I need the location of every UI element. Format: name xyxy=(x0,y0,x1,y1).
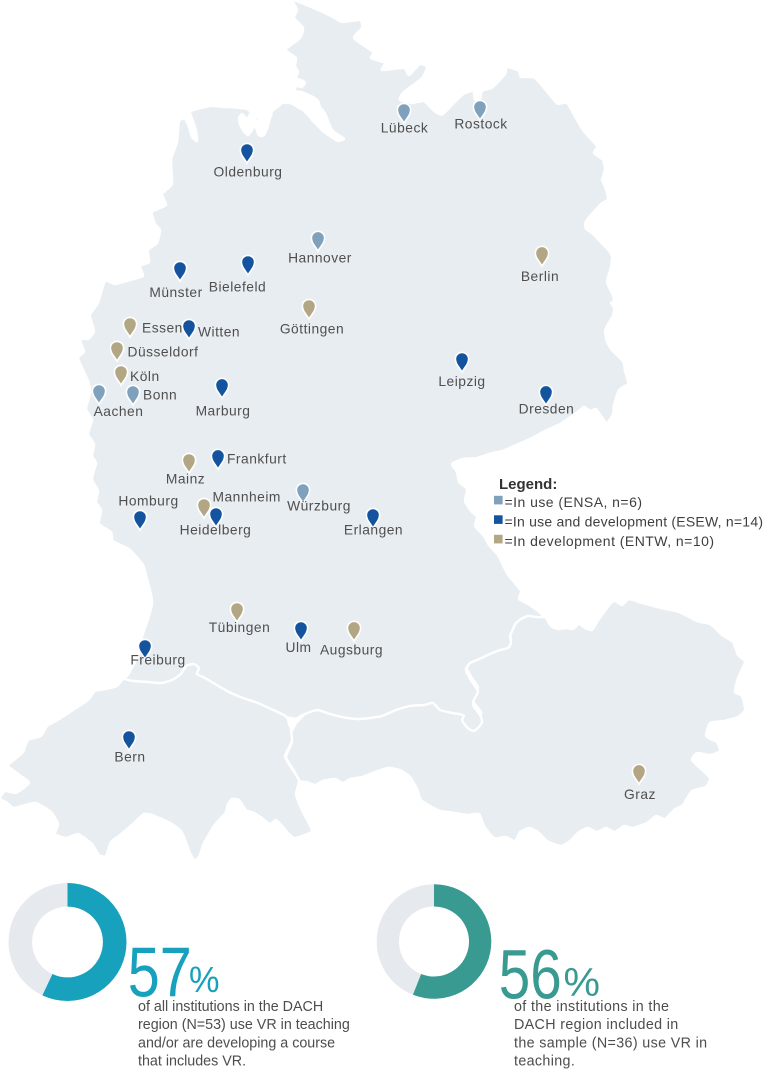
svg-text:Bonn: Bonn xyxy=(143,388,177,403)
svg-text:%: % xyxy=(189,959,220,1000)
svg-text:Graz: Graz xyxy=(624,787,656,802)
svg-text:Freiburg: Freiburg xyxy=(130,653,185,668)
svg-text:Erlangen: Erlangen xyxy=(344,523,403,538)
svg-text:%: % xyxy=(564,961,601,1005)
svg-text:Rostock: Rostock xyxy=(454,117,507,132)
svg-text:57: 57 xyxy=(128,933,192,1012)
svg-text:Tübingen: Tübingen xyxy=(209,620,271,635)
svg-text:Witten: Witten xyxy=(198,325,240,340)
svg-text:Berlin: Berlin xyxy=(521,269,559,284)
svg-text:that includes VR.: that includes VR. xyxy=(138,1054,246,1070)
svg-text:Würzburg: Würzburg xyxy=(287,499,351,514)
svg-text:and/or are developing a course: and/or are developing a course xyxy=(138,1035,335,1051)
svg-text:region (N=53) use VR in teachi: region (N=53) use VR in teaching xyxy=(138,1017,350,1033)
svg-text:the sample (N=36) use VR in: the sample (N=36) use VR in xyxy=(514,1035,707,1051)
svg-text:Hannover: Hannover xyxy=(288,251,352,266)
svg-text:=In use (ENSA, n=6): =In use (ENSA, n=6) xyxy=(505,494,643,510)
svg-text:=In use and development (ESEW,: =In use and development (ESEW, n=14) xyxy=(505,514,764,530)
svg-text:Heidelberg: Heidelberg xyxy=(180,523,252,538)
svg-text:Dresden: Dresden xyxy=(519,402,575,417)
svg-text:Münster: Münster xyxy=(149,285,202,300)
svg-text:Lübeck: Lübeck xyxy=(381,121,429,136)
svg-text:Homburg: Homburg xyxy=(118,494,178,509)
svg-text:Mainz: Mainz xyxy=(166,472,205,487)
svg-text:Köln: Köln xyxy=(130,369,160,384)
svg-text:Marburg: Marburg xyxy=(196,404,251,419)
svg-text:DACH region included in: DACH region included in xyxy=(514,1017,679,1033)
svg-text:56: 56 xyxy=(499,936,562,1014)
svg-text:Bielefeld: Bielefeld xyxy=(209,280,266,295)
svg-text:=In development (ENTW, n=10): =In development (ENTW, n=10) xyxy=(505,533,715,549)
svg-text:of the institutions in the: of the institutions in the xyxy=(514,999,669,1015)
svg-text:Essen: Essen xyxy=(142,321,183,336)
svg-text:of all institutions in the DAC: of all institutions in the DACH xyxy=(138,999,323,1015)
svg-text:Göttingen: Göttingen xyxy=(280,322,344,337)
svg-text:Augsburg: Augsburg xyxy=(320,643,383,658)
svg-text:teaching.: teaching. xyxy=(514,1054,575,1070)
svg-text:Leipzig: Leipzig xyxy=(438,374,485,389)
svg-text:Aachen: Aachen xyxy=(94,404,144,419)
svg-text:Frankfurt: Frankfurt xyxy=(227,452,287,467)
svg-text:Oldenburg: Oldenburg xyxy=(214,165,283,180)
svg-text:Ulm: Ulm xyxy=(285,640,311,655)
svg-text:Legend:: Legend: xyxy=(499,476,557,493)
svg-text:Düsseldorf: Düsseldorf xyxy=(128,345,199,360)
svg-text:Mannheim: Mannheim xyxy=(213,490,281,505)
svg-text:Bern: Bern xyxy=(114,750,145,765)
